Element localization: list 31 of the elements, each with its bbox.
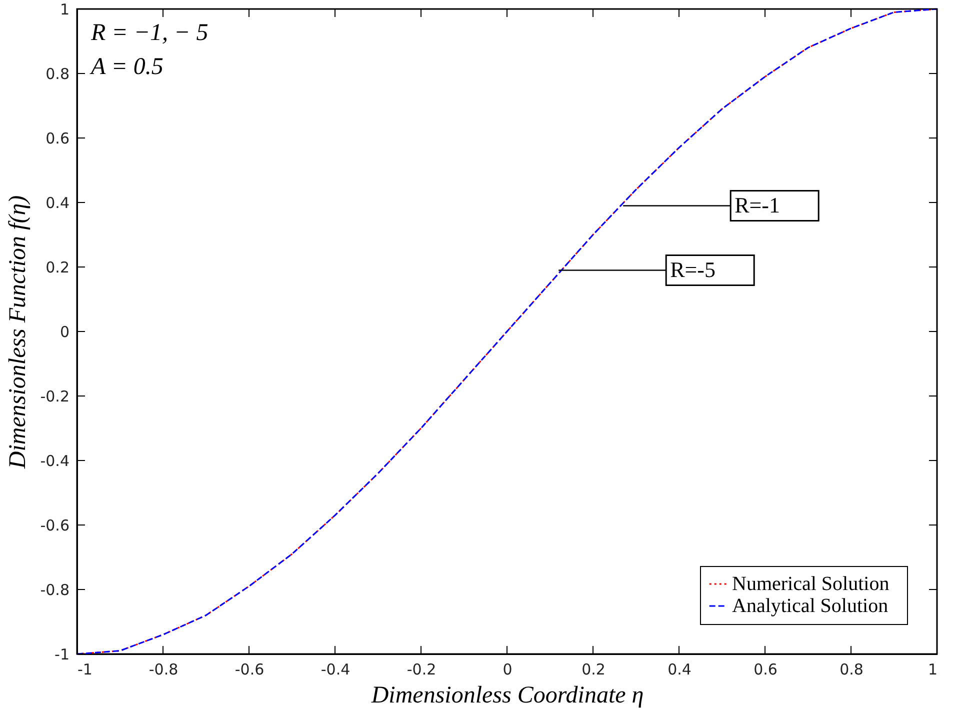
y-tick-label: 0.4 — [46, 194, 70, 212]
y-tick-label: -0.2 — [40, 388, 70, 406]
y-tick-label: -0.6 — [40, 516, 70, 534]
x-tick-label: 0.4 — [668, 660, 692, 678]
legend-label: Analytical Solution — [732, 595, 888, 617]
annotation: R=-1 — [734, 192, 780, 218]
x-tick-label: 1 — [928, 660, 938, 678]
x-tick-label: 0 — [502, 660, 512, 678]
x-tick-label: -0.8 — [148, 660, 178, 678]
x-tick-label: -0.4 — [320, 660, 350, 678]
y-tick-label: -0.8 — [40, 581, 70, 599]
x-axis-title: Dimensionless Coordinate η — [370, 682, 644, 708]
y-tick-label: 0 — [60, 323, 70, 341]
y-tick-label: 1 — [60, 0, 70, 18]
x-tick-label: 0.8 — [840, 660, 864, 678]
x-tick-label: -0.2 — [406, 660, 436, 678]
legend-label: Numerical Solution — [732, 573, 890, 595]
line-series — [76, 8, 938, 655]
annotation: R=-5 — [670, 257, 716, 282]
x-tick-label: -0.6 — [234, 660, 264, 678]
annotation: A = 0.5 — [89, 54, 164, 80]
y-axis-title: Dimensionless Function f(η) — [5, 195, 32, 470]
x-tick-label: 0.2 — [582, 660, 606, 678]
y-tick-label: -0.4 — [40, 452, 70, 470]
y-tick-label: 0.6 — [46, 130, 70, 148]
y-tick-label: -1 — [54, 646, 70, 664]
y-tick-label: 0.8 — [46, 65, 70, 83]
x-tick-label: 0.6 — [754, 660, 778, 678]
x-tick-label: -1 — [78, 660, 92, 678]
annotation: R = −1, − 5 — [90, 20, 208, 46]
y-tick-label: 0.2 — [46, 258, 70, 276]
